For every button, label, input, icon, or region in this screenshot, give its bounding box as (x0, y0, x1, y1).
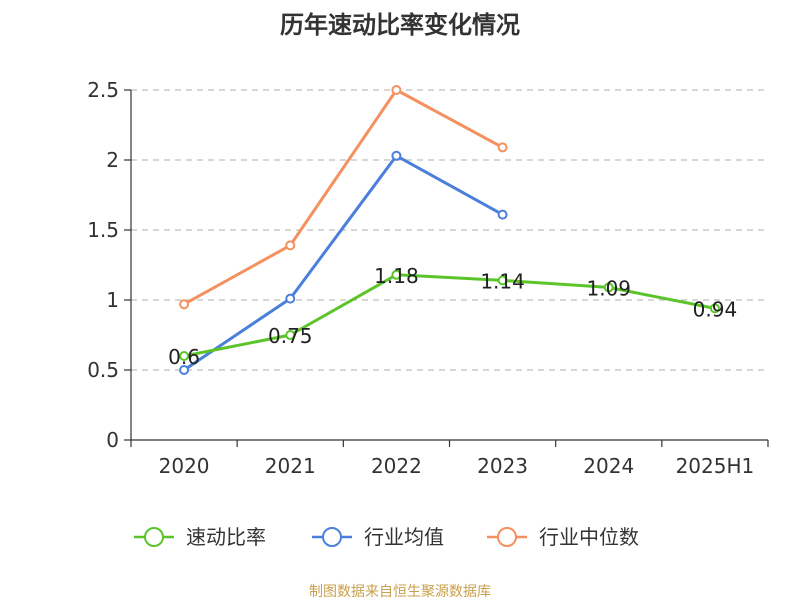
y-tick-label: 0.5 (87, 358, 119, 382)
chart-title: 历年速动比率变化情况 (280, 11, 520, 39)
legend-item[interactable]: 行业均值 (312, 525, 444, 549)
legend-marker-icon (144, 527, 164, 547)
legend-label: 速动比率 (186, 525, 266, 549)
data-point (285, 240, 296, 251)
data-labels: 0.6 0.75 1.18 1.14 1.09 0.94 (168, 264, 737, 369)
y-tick-label: 1.5 (87, 218, 119, 242)
data-point (391, 150, 402, 161)
legend-label: 行业均值 (364, 525, 444, 549)
data-point (179, 351, 190, 361)
x-tick-label: 2020 (159, 454, 210, 478)
data-label: 0.94 (693, 297, 738, 321)
legend: 速动比率 行业均值 行业中位数 (134, 525, 639, 549)
x-tick-label: 2025H1 (676, 454, 755, 478)
data-point (603, 282, 614, 293)
y-tick-label: 1 (106, 288, 119, 312)
data-point (709, 303, 720, 314)
y-tick-label: 2.5 (87, 78, 119, 102)
data-point (285, 293, 296, 304)
data-point (179, 365, 190, 375)
data-label: 1.14 (480, 269, 525, 293)
data-label: 1.09 (586, 276, 631, 300)
legend-label: 行业中位数 (539, 525, 639, 549)
series-1 (179, 150, 508, 375)
x-tick-label: 2022 (371, 454, 422, 478)
y-tick-label: 2 (106, 148, 119, 172)
series-group (179, 85, 720, 375)
data-label: 1.18 (374, 264, 419, 288)
series-0 (179, 269, 720, 361)
legend-item[interactable]: 行业中位数 (487, 525, 639, 549)
legend-marker-icon (322, 527, 342, 547)
data-label: 0.75 (268, 324, 313, 348)
legend-item[interactable]: 速动比率 (134, 525, 266, 549)
data-label: 0.6 (168, 345, 200, 369)
data-point (179, 299, 190, 310)
data-point (391, 269, 402, 280)
source-note: 制图数据来自恒生聚源数据库 (309, 584, 491, 600)
data-point (497, 142, 508, 153)
legend-marker-icon (497, 527, 517, 547)
series-line (183, 88, 504, 306)
data-point (391, 85, 402, 95)
data-point (497, 275, 508, 286)
data-point (285, 330, 296, 340)
x-tick-label: 2021 (265, 454, 316, 478)
axes: 0 0.5 1 1.5 2 2.5 2020 2021 2022 2023 2024 2025H1 (87, 78, 769, 478)
series-line (183, 273, 716, 358)
grid-lines (131, 89, 768, 371)
series-line (183, 154, 504, 372)
series-2 (179, 85, 508, 310)
x-tick-label: 2024 (583, 454, 634, 478)
data-point (497, 209, 508, 220)
x-tick-label: 2023 (477, 454, 528, 478)
y-tick-label: 0 (106, 428, 119, 452)
